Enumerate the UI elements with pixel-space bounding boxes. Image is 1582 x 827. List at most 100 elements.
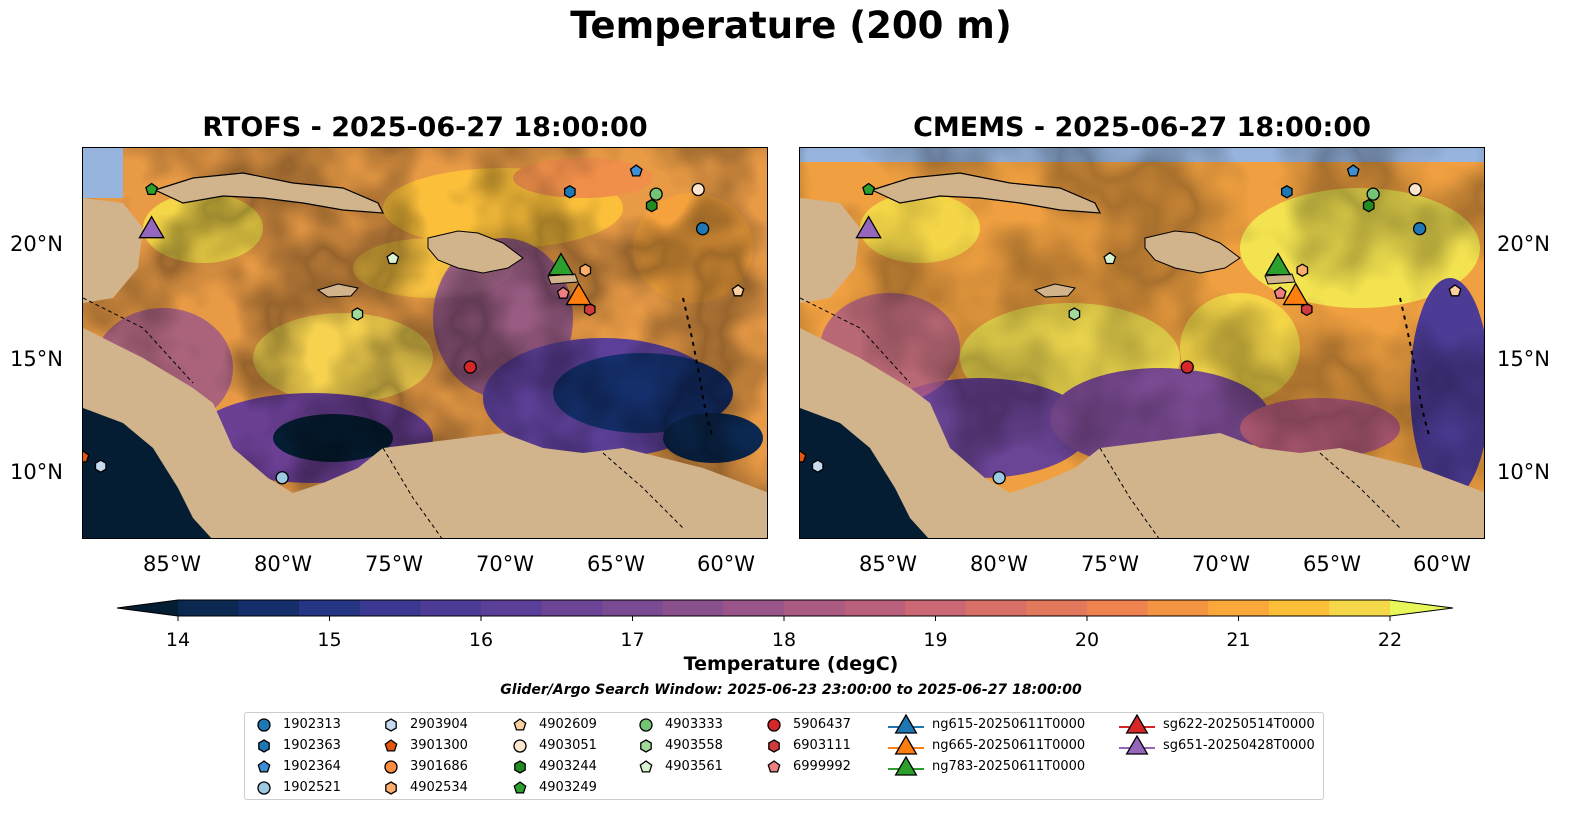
legend-marker-6999992 [767,760,781,773]
legend-label: ng615-20250611T0000 [932,717,1086,732]
colorbar-tick-label: 18 [772,629,796,650]
colorbar-tick-label: 16 [469,629,493,650]
lon-tick-label: 75°W [1081,552,1139,576]
legend-entry: ng615-20250611T0000 [888,714,1086,735]
legend-marker-1902313 [257,718,271,732]
panel-title-rtofs: RTOFS - 2025-06-27 18:00:00 [202,112,648,143]
legend-label: 4903244 [539,759,597,774]
lon-tick-label: 70°W [1192,552,1250,576]
colorbar-segment [1087,600,1149,616]
lon-tick-label: 70°W [476,552,534,576]
legend-marker-5906437 [767,718,781,732]
legend-entry: 4903051 [509,736,597,756]
legend-marker-4903249 [513,781,527,794]
platform-marker-4903561 [386,251,400,265]
platform-marker-4903333 [1366,187,1380,201]
platform-marker-4902609 [1448,284,1462,297]
colorbar-tick-label: 15 [317,629,341,650]
platform-marker-2903904 [811,459,824,473]
platform-marker-sg651-20250428T0000 [855,215,882,239]
platform-marker-4902534 [579,263,592,277]
legend-label: 5906437 [793,717,851,732]
colorbar-segment [541,600,603,616]
legend-entry: 1902364 [253,757,341,777]
lon-tick-label: 80°W [970,552,1028,576]
legend-label: sg651-20250428T0000 [1163,738,1315,753]
legend-marker-3901300 [384,739,398,752]
legend-entry: 4902534 [380,778,468,798]
platform-marker-4903249 [862,182,876,196]
cmems-platform-markers [800,164,1462,485]
colorbar-segment [420,600,482,616]
legend-entry: 1902521 [253,778,341,798]
colorbar-segment [359,600,421,616]
legend-label: ng665-20250611T0000 [932,738,1086,753]
platform-marker-ng665-20250611T0000 [1282,282,1309,306]
colorbar-segment [1268,600,1330,616]
platform-marker-ng783-20250611T0000 [547,252,575,276]
platform-marker-4902609 [731,284,745,297]
legend-label: ng783-20250611T0000 [932,759,1086,774]
platform-marker-1902364 [629,164,643,177]
rtofs-temperature-map [83,148,767,538]
legend-entry: 6903111 [763,736,851,756]
legend-entry: 2903904 [380,715,468,735]
platform-marker-1902364 [1346,164,1360,177]
legend-label: 6999992 [793,759,851,774]
legend-marker-2903904 [385,718,397,732]
platform-marker-2903904 [94,459,107,473]
platform-marker-ng665-20250611T0000 [565,282,592,306]
colorbar-segment [723,600,785,616]
legend-marker-ng783-20250611T0000 [888,756,924,776]
legend-marker-4903558 [640,739,652,753]
platform-marker-1902363 [1280,185,1293,199]
legend-label: 1902313 [283,717,341,732]
legend-label: 4902534 [410,780,468,795]
legend-entry: ng665-20250611T0000 [888,735,1086,756]
platform-marker-4902534 [1296,263,1309,277]
search-window-text: Glider/Argo Search Window: 2025-06-23 23… [500,682,1082,698]
lat-tick-label: 15°N [10,347,63,371]
lat-tick-label: 10°N [1497,460,1550,484]
legend-label: 4902609 [539,717,597,732]
legend-marker-1902521 [257,781,271,795]
colorbar-label: Temperature (degC) [683,653,899,675]
lon-tick-label: 85°W [859,552,917,576]
colorbar-segment [844,600,906,616]
colorbar-tick-label: 21 [1226,629,1250,650]
legend-entry: 4903558 [635,736,723,756]
platform-marker-6999992 [556,286,570,299]
colorbar-segment [1147,600,1209,616]
legend-label: 3901686 [410,759,468,774]
legend-marker-ng615-20250611T0000 [888,714,924,734]
colorbar-segment [602,600,664,616]
platform-marker-4903558 [351,307,364,321]
colorbar-tick-label: 17 [620,629,644,650]
colorbar-segment [965,600,1027,616]
legend-marker-sg622-20250514T0000 [1119,714,1155,734]
cmems-map-panel[interactable] [799,147,1485,539]
platform-legend: 1902313 1902363 1902364 1902521 2903904 39013… [244,712,1324,800]
platform-marker-ng783-20250611T0000 [1264,252,1292,276]
legend-label: 4903561 [665,759,723,774]
platform-marker-4903333 [649,187,663,201]
colorbar-tick-label: 14 [166,629,190,650]
lon-tick-label: 85°W [143,552,201,576]
platform-marker-1902521 [275,471,289,485]
rtofs-map-panel[interactable] [82,147,768,539]
legend-marker-4903561 [639,760,653,773]
colorbar-segment [178,600,240,616]
colorbar-segment [905,600,967,616]
legend-marker-3901686 [384,760,398,774]
legend-marker-4903051 [513,739,527,753]
platform-marker-1902313 [1412,222,1427,236]
platform-marker-5906437 [1180,360,1194,374]
colorbar-tick-label: 19 [923,629,947,650]
platform-marker-4903561 [1103,251,1117,265]
legend-marker-6903111 [768,739,780,753]
colorbar-segment [662,600,724,616]
lat-tick-label: 20°N [1497,232,1550,256]
colorbar-tick-label: 20 [1075,629,1099,650]
lon-tick-label: 65°W [1303,552,1361,576]
platform-marker-1902313 [695,222,710,236]
